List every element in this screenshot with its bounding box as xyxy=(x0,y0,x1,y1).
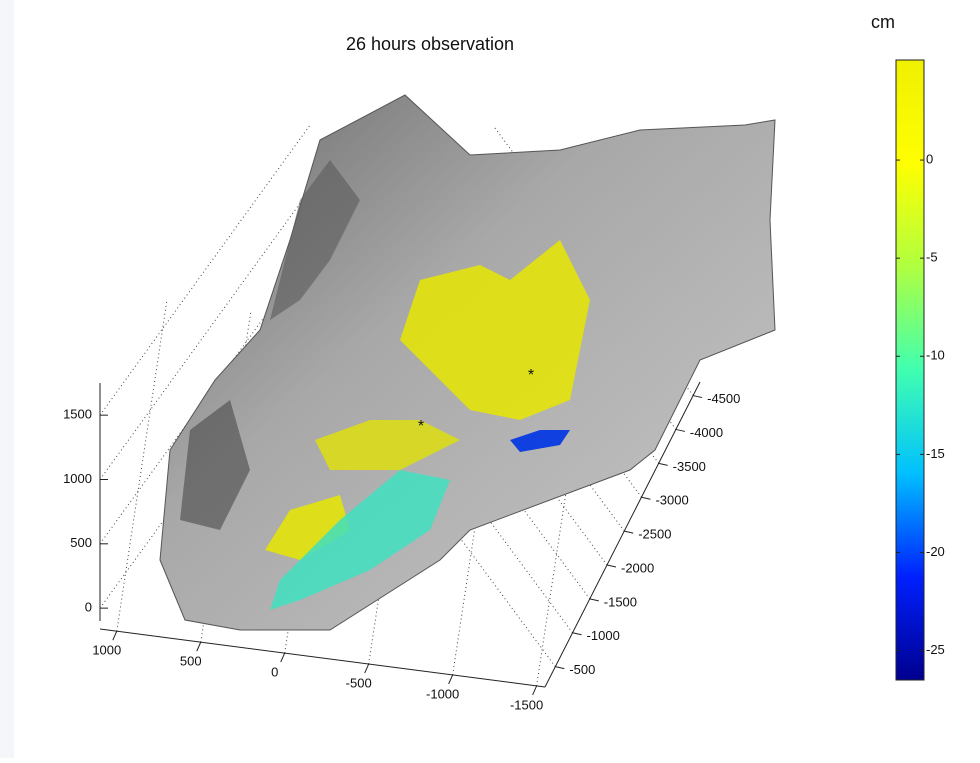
marker: * xyxy=(418,418,424,435)
x-tick-label: -500 xyxy=(346,675,372,690)
z-tick-label: 0 xyxy=(85,600,92,615)
chart-title: 26 hours observation xyxy=(346,34,514,54)
z-tick-label: 1000 xyxy=(63,471,92,486)
marker: * xyxy=(528,367,534,384)
colorbar xyxy=(896,60,924,680)
y-tick-label: -500 xyxy=(569,662,595,677)
y-tick-label: -4000 xyxy=(690,425,723,440)
y-tick-label: -1000 xyxy=(587,628,620,643)
y-tick-label: -3500 xyxy=(673,459,706,474)
x-tick-label: 1000 xyxy=(92,643,121,658)
y-tick-label: -2000 xyxy=(621,560,654,575)
x-tick-label: 500 xyxy=(180,654,202,669)
chart: * * 10005000-500-1000-1500-500-1000-1500… xyxy=(0,0,980,758)
colorbar-label: cm xyxy=(871,12,895,32)
x-tick-label: -1000 xyxy=(426,686,459,701)
colorbar-tick-label: -5 xyxy=(926,250,938,265)
y-tick-label: -3000 xyxy=(655,493,688,508)
z-tick-label: 500 xyxy=(70,535,92,550)
y-tick-label: -4500 xyxy=(707,391,740,406)
colorbar-tick-label: -25 xyxy=(926,642,945,657)
x-tick-label: 0 xyxy=(271,665,278,680)
colorbar-tick-label: 0 xyxy=(926,152,933,167)
colorbar-tick-label: -20 xyxy=(926,544,945,559)
x-tick-label: -1500 xyxy=(510,697,543,712)
colorbar-tick-label: -10 xyxy=(926,348,945,363)
y-tick-label: -2500 xyxy=(638,527,671,542)
y-tick-label: -1500 xyxy=(604,594,637,609)
z-tick-label: 1500 xyxy=(63,407,92,422)
colorbar-tick-label: -15 xyxy=(926,446,945,461)
